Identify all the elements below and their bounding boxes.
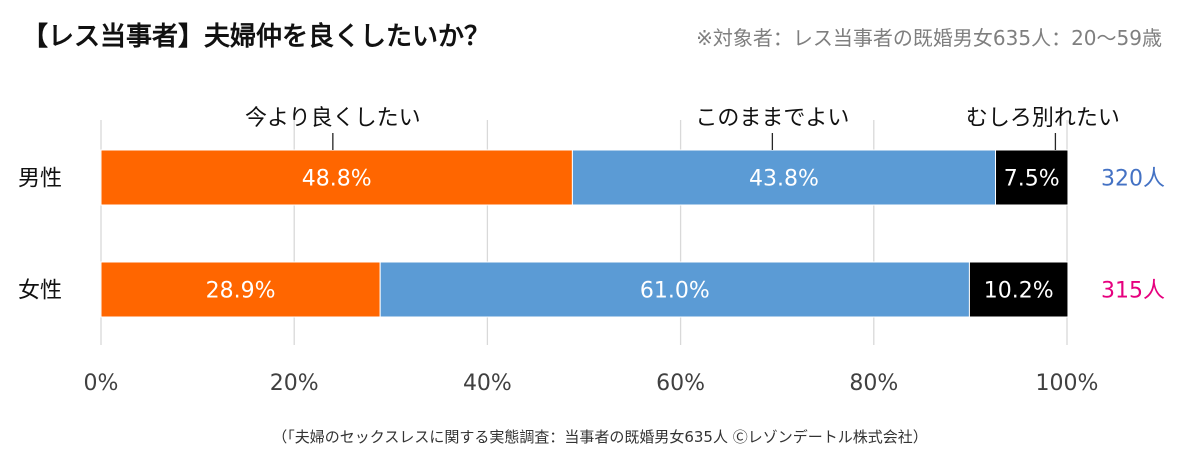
respondent-count: 320人 [1101, 167, 1165, 192]
bar-segment [968, 261, 1069, 318]
x-tick-label: 0% [84, 371, 119, 396]
x-tick-label: 60% [656, 371, 705, 396]
chart-subtitle: ※対象者：レス当事者の既婚男女635人：20〜59歳 [696, 26, 1162, 50]
chart-title: 【レス当事者】夫婦仲を良くしたいか？ [22, 22, 491, 52]
bar-segment [571, 149, 997, 206]
data-label: 43.8% [749, 167, 819, 192]
bar-segment [995, 149, 1069, 206]
data-label: 28.9% [206, 279, 276, 304]
series-callout-label: むしろ別れたい [966, 106, 1120, 131]
category-label: 女性 [18, 279, 62, 304]
series-callout-label: 今より良くしたい [245, 106, 421, 131]
data-label: 7.5% [1004, 167, 1060, 192]
respondent-count: 315人 [1101, 279, 1165, 304]
data-label: 10.2% [984, 279, 1054, 304]
category-label: 男性 [18, 167, 62, 192]
data-label: 61.0% [640, 279, 710, 304]
bar-segment [379, 261, 970, 318]
source-note: （「夫婦のセックスレスに関する実態調査：当事者の既婚男女635人 Ⓒレゾンデート… [272, 428, 928, 446]
series-callout-label: このままでよい [695, 106, 849, 131]
x-tick-label: 40% [463, 371, 512, 396]
bar-segment [100, 261, 381, 318]
data-label: 48.8% [302, 167, 372, 192]
x-tick-label: 100% [1036, 371, 1099, 396]
stacked-bar-chart: 0% 20% 40% 60% 80% 100% 48.8% 43.8% 7.5% 男性 320人 28… [18, 106, 1165, 396]
x-tick-label: 80% [849, 371, 898, 396]
bar-segment [100, 149, 573, 206]
x-tick-label: 20% [270, 371, 319, 396]
